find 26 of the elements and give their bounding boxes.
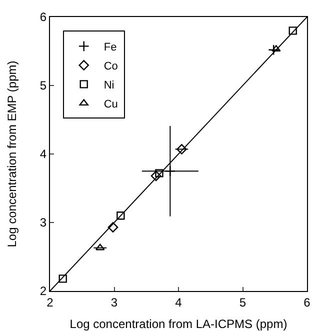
x-axis-title: Log concentration from LA-ICPMS (ppm) xyxy=(70,317,288,331)
point xyxy=(164,166,176,177)
point xyxy=(268,44,280,56)
point xyxy=(116,212,125,220)
y-tick-label: 6 xyxy=(40,10,47,24)
legend-label: Cu xyxy=(104,98,118,110)
y-tick-label: 2 xyxy=(40,284,47,298)
legend-label: Ni xyxy=(104,79,114,92)
y-axis-title: Log concentration from EMP (ppm) xyxy=(5,60,19,248)
point xyxy=(155,169,164,178)
point xyxy=(58,274,67,283)
legend-label: Fe xyxy=(104,41,117,54)
x-tick-label: 3 xyxy=(110,295,118,310)
y-tick-label: 3 xyxy=(40,216,47,230)
y-tick-label: 4 xyxy=(40,147,47,162)
point xyxy=(95,244,105,250)
legend-label: Co xyxy=(104,60,118,72)
x-tick-label: 5 xyxy=(239,295,246,310)
x-tick-label: 4 xyxy=(175,295,182,310)
y-tick-label: 5 xyxy=(40,78,47,93)
point xyxy=(272,45,281,52)
point xyxy=(176,144,187,154)
point xyxy=(108,222,118,232)
point xyxy=(288,26,297,35)
x-tick-label: 6 xyxy=(304,295,311,310)
point xyxy=(150,170,162,182)
